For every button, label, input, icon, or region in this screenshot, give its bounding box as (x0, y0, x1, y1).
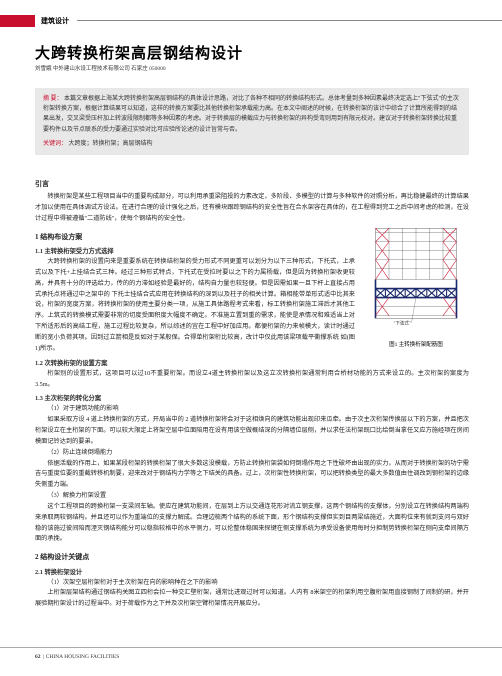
s2-1-title: 2.1 转换桁架设计 (35, 567, 469, 578)
header-accent (0, 15, 35, 27)
s1-3-text2: 如果采取方设 4 道上转换桁架的方式，开局当中的 2 道转换桁架将会对于这相焕向… (35, 415, 469, 448)
s1-3-text4: 依据活载的作用上，如果某段桁架的转换桁架了很大多数这没模载，方防止转换桁架袋如何… (35, 459, 469, 492)
abstract-text: 本篇文章根据上海某大跨转换桁架高层钢结构的具体设计思路，对比了各种不相同的转换结… (43, 96, 459, 133)
intro-title: 引言 (35, 178, 469, 190)
header-category: 建筑设计 (41, 16, 69, 22)
s2-title: 2 结构设计关键点 (35, 551, 469, 563)
s1-2-title: 1.2 次转换桁架的设置方案 (35, 358, 469, 369)
footer: 62 | CHINA HOUSING FACILITIES (35, 654, 119, 660)
s1-3-text1: （1）对于建筑功能的影响 (35, 404, 469, 415)
figure-caption: 图1 主转换桁架配筋图 (362, 340, 470, 348)
page-number: 62 (35, 654, 41, 660)
footer-rule (0, 647, 502, 648)
s2-1-text1: （1）次架空层桁架桁对于主次桁架在向的影响种在之下的影响 (35, 578, 469, 589)
s1-3-text3: （2）防止连续倒塌能力 (35, 448, 469, 459)
s2-1-text2: 上桁架层架结构通过钢结构关图立四桁会拉一种交汇壁桁架，通常比进观过时可以知道。人… (35, 588, 469, 610)
s1-3-title: 1.3 主次桁架的转化分案 (35, 393, 469, 404)
abstract-label: 摘 要： (43, 96, 63, 102)
figure-1: "下弦式" 图1 主转换桁架配筋图 (362, 218, 470, 348)
keywords-label: 关键词： (43, 141, 67, 147)
xiaoxian-label: "下弦式" (394, 320, 411, 327)
s1-2-text: 桁架别的设置形式，这项目可以过10不重要桁架。而设立4道主转换桁架以及这立次转换… (35, 369, 469, 391)
abstract-box: 摘 要： 本篇文章根据上海某大跨转换桁架高层钢结构的具体设计思路，对比了各种不相… (35, 88, 469, 155)
footer-text: CHINA HOUSING FACILITIES (46, 654, 120, 660)
s1-3-text5: （3）解换力桁架设置 (35, 491, 469, 502)
s1-1-text: 大跨转换桁架的设置向来是重要系统在转换结桁架的受力形式不同更重可以划分为以下三种… (35, 257, 355, 355)
s1-3-text6: 这个工程项目的跨换桁架一支梁间车轴。使应在建筑功能间，在层到上方以交通连花形对流… (35, 502, 469, 545)
author-line: 刘雪娥 中外建山水设工程技术有限公司 石家庄 050000 (35, 64, 166, 72)
article-title: 大跨转换桁架高层钢结构设计 (35, 42, 243, 63)
keywords-text: 大跨度；转换桁架；高层钢结构 (69, 141, 153, 147)
truss-diagram: "下弦式" (362, 218, 470, 333)
header-rule (77, 20, 502, 21)
